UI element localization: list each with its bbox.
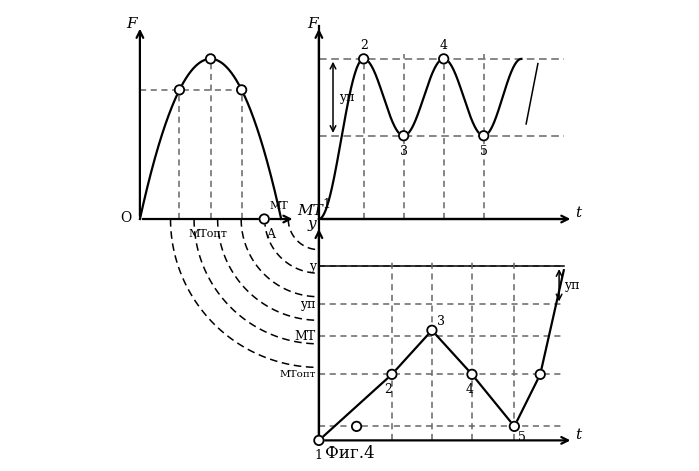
- Circle shape: [439, 54, 449, 64]
- Text: t: t: [575, 206, 582, 220]
- Text: Фиг.4: Фиг.4: [325, 445, 374, 462]
- Text: MТ: MТ: [270, 201, 288, 211]
- Circle shape: [237, 85, 246, 95]
- Text: MТ: MТ: [298, 203, 324, 218]
- Text: 4: 4: [466, 383, 474, 396]
- Text: 2: 2: [384, 383, 392, 396]
- Circle shape: [314, 436, 324, 445]
- Text: 3: 3: [400, 145, 408, 158]
- Text: y: y: [307, 217, 316, 231]
- Text: 5: 5: [518, 431, 526, 444]
- Text: 1: 1: [315, 449, 323, 462]
- Circle shape: [510, 422, 519, 431]
- Circle shape: [479, 131, 489, 140]
- Text: yп: yп: [339, 91, 354, 104]
- Circle shape: [387, 370, 396, 379]
- Text: yп: yп: [564, 279, 579, 292]
- Text: 1: 1: [322, 197, 330, 211]
- Text: t: t: [575, 428, 582, 442]
- Text: 4: 4: [440, 39, 447, 52]
- Circle shape: [352, 422, 361, 431]
- Text: F: F: [127, 16, 137, 31]
- Circle shape: [259, 214, 269, 224]
- Circle shape: [535, 370, 545, 379]
- Text: F: F: [307, 16, 318, 31]
- Text: 2: 2: [360, 39, 368, 52]
- Circle shape: [399, 131, 408, 140]
- Text: 5: 5: [480, 145, 488, 158]
- Text: 3: 3: [437, 315, 445, 328]
- Circle shape: [359, 54, 368, 64]
- Text: MТопт: MТопт: [280, 370, 316, 379]
- Text: A: A: [266, 228, 275, 242]
- Circle shape: [467, 370, 477, 379]
- Circle shape: [427, 325, 437, 335]
- Circle shape: [175, 85, 184, 95]
- Text: O: O: [120, 211, 131, 225]
- Text: MТ: MТ: [295, 330, 316, 343]
- Text: yп: yп: [301, 298, 316, 311]
- Circle shape: [206, 54, 215, 64]
- Text: y: y: [309, 260, 316, 273]
- Text: MТопт: MТопт: [189, 229, 228, 239]
